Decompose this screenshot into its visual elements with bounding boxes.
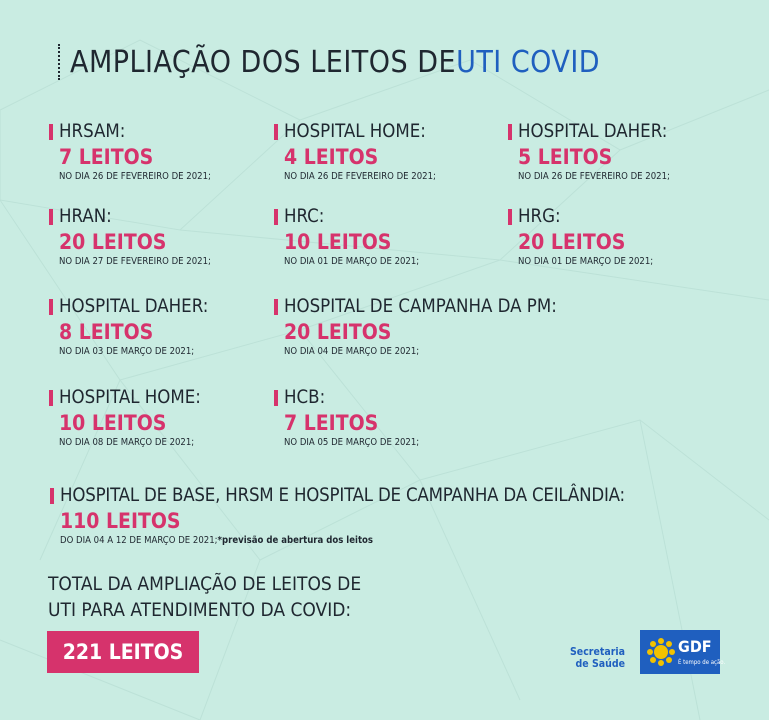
total-line-2: UTI PARA ATENDIMENTO DA COVID: xyxy=(48,599,352,621)
opening-date: NO DIA 27 DE FEVEREIRO DE 2021; xyxy=(59,256,211,267)
accent-bar xyxy=(49,390,53,406)
bed-count: 10 LEITOS xyxy=(284,230,392,254)
opening-date: NO DIA 26 DE FEVEREIRO DE 2021; xyxy=(284,171,436,182)
hospital-name: HRG: xyxy=(518,206,561,227)
bed-count: 5 LEITOS xyxy=(518,145,613,169)
accent-bar xyxy=(49,124,53,140)
hospital-name: HOSPITAL DAHER: xyxy=(59,296,209,317)
gdf-text: GDF xyxy=(678,637,712,656)
gdf-logo: GDF É tempo de ação. xyxy=(640,630,725,674)
accent-bar xyxy=(508,124,512,140)
accent-bar xyxy=(49,299,53,315)
accent-bar xyxy=(274,124,278,140)
opening-date: DO DIA 04 A 12 DE MARÇO DE 2021;*previsã… xyxy=(60,535,373,546)
bed-count: 20 LEITOS xyxy=(284,320,392,344)
bed-count: 7 LEITOS xyxy=(284,411,379,435)
secretaria-line-1: Secretaria xyxy=(570,646,626,658)
hospital-name: HRSAM: xyxy=(59,121,126,142)
opening-date: NO DIA 08 DE MARÇO DE 2021; xyxy=(59,437,195,448)
bed-count: 110 LEITOS xyxy=(60,509,181,533)
secretaria-line-2: de Saúde xyxy=(575,658,626,670)
hospital-name: HOSPITAL DE CAMPANHA DA PM: xyxy=(284,296,557,317)
page-title: AMPLIAÇÃO DOS LEITOS DE UTI COVID xyxy=(58,44,600,80)
hospital-name: HOSPITAL DE BASE, HRSM E HOSPITAL DE CAM… xyxy=(60,485,625,506)
accent-bar xyxy=(274,209,278,225)
bed-count: 10 LEITOS xyxy=(59,411,167,435)
secretaria-saude-logo: Secretaria de Saúde xyxy=(570,646,625,670)
opening-date: NO DIA 04 DE MARÇO DE 2021; xyxy=(284,346,420,357)
accent-bar xyxy=(508,209,512,225)
hospital-name: HRAN: xyxy=(59,206,112,227)
title-dotted-divider xyxy=(58,44,60,80)
opening-date: NO DIA 03 DE MARÇO DE 2021; xyxy=(59,346,195,357)
opening-date: NO DIA 26 DE FEVEREIRO DE 2021; xyxy=(59,171,211,182)
hospital-name: HRC: xyxy=(284,206,325,227)
bed-count: 7 LEITOS xyxy=(59,145,154,169)
bed-count: 4 LEITOS xyxy=(284,145,379,169)
hospital-name: HOSPITAL HOME: xyxy=(59,387,201,408)
hospital-name: HOSPITAL DAHER: xyxy=(518,121,668,142)
opening-note: *previsão de abertura dos leitos xyxy=(217,535,374,546)
title-main: AMPLIAÇÃO DOS LEITOS DE xyxy=(70,44,457,80)
opening-date: NO DIA 26 DE FEVEREIRO DE 2021; xyxy=(518,171,670,182)
hospital-name: HOSPITAL HOME: xyxy=(284,121,426,142)
opening-date: NO DIA 01 DE MARÇO DE 2021; xyxy=(284,256,420,267)
total-label: TOTAL DA AMPLIAÇÃO DE LEITOS DE UTI PARA… xyxy=(48,571,361,623)
gdf-slogan: É tempo de ação. xyxy=(678,659,726,666)
accent-bar xyxy=(49,209,53,225)
opening-date: NO DIA 05 DE MARÇO DE 2021; xyxy=(284,437,420,448)
accent-bar xyxy=(274,390,278,406)
hospital-name: HCB: xyxy=(284,387,326,408)
bed-count: 20 LEITOS xyxy=(59,230,167,254)
opening-date-text: DO DIA 04 A 12 DE MARÇO DE 2021; xyxy=(60,535,218,546)
bed-count: 20 LEITOS xyxy=(518,230,626,254)
opening-date: NO DIA 01 DE MARÇO DE 2021; xyxy=(518,256,654,267)
title-highlight: UTI COVID xyxy=(456,44,601,80)
accent-bar xyxy=(50,488,54,504)
gdf-sun-icon xyxy=(647,638,675,666)
total-badge: 221 LEITOS xyxy=(47,631,199,673)
total-line-1: TOTAL DA AMPLIAÇÃO DE LEITOS DE xyxy=(48,573,362,595)
bed-count: 8 LEITOS xyxy=(59,320,154,344)
accent-bar xyxy=(274,299,278,315)
